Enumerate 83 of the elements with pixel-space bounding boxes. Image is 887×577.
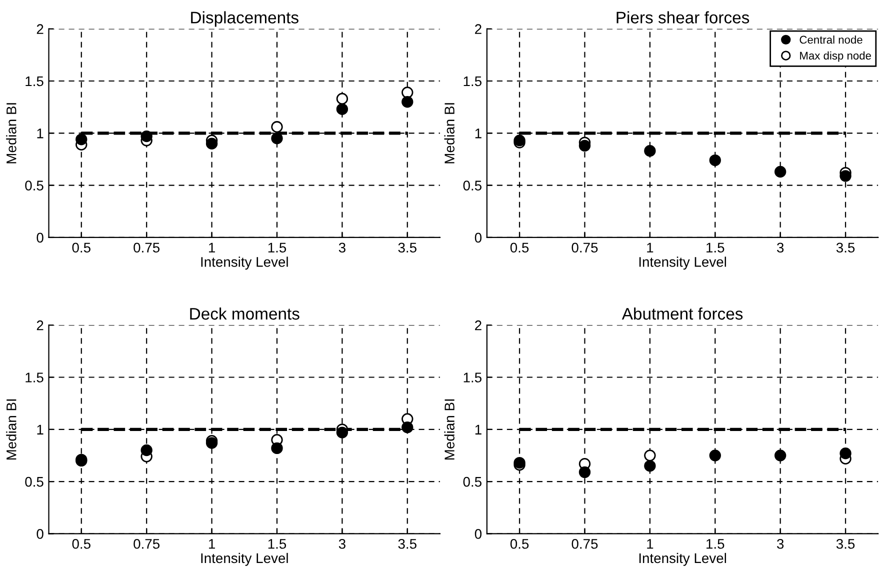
x-tick-label: 1.5 bbox=[268, 539, 286, 549]
y-tick-label: 1 bbox=[37, 424, 44, 434]
point bbox=[140, 130, 152, 142]
x-tick-label: 3.5 bbox=[398, 242, 416, 253]
point bbox=[644, 460, 656, 472]
y-tick-label: 0.5 bbox=[25, 180, 44, 190]
x-tick-label: 1.5 bbox=[268, 242, 286, 253]
x-tick-label: 3 bbox=[338, 538, 346, 549]
point bbox=[774, 166, 786, 178]
x-tick-label: 0.75 bbox=[572, 242, 598, 253]
y-tick-label: 1 bbox=[475, 424, 482, 434]
y-tick-label: 1.5 bbox=[464, 76, 482, 86]
x-axis-title: Intensity Level bbox=[201, 256, 288, 270]
x-tick-label: 1 bbox=[208, 539, 215, 549]
point bbox=[578, 140, 591, 152]
x-tick-label: 1.5 bbox=[706, 242, 724, 253]
point bbox=[514, 456, 526, 469]
point bbox=[336, 426, 348, 438]
y-tick-label: 1.5 bbox=[26, 372, 44, 382]
point bbox=[76, 134, 88, 146]
x-tick-label: 0.5 bbox=[72, 538, 90, 549]
x-tick-label: 0.75 bbox=[134, 242, 160, 253]
x-tick-label: 1 bbox=[647, 539, 654, 549]
x-tick-label: 1 bbox=[208, 242, 215, 252]
x-tick-label: 3.5 bbox=[398, 538, 416, 549]
x-tick-label: 1 bbox=[647, 242, 654, 252]
point bbox=[271, 121, 283, 133]
chart-title: Abutment forces bbox=[622, 307, 743, 320]
x-tick-label: 0.5 bbox=[510, 538, 529, 549]
y-axis-title: Median BI bbox=[444, 103, 454, 164]
x-tick-label: 0.5 bbox=[72, 242, 90, 253]
y-axis-title: Median BI bbox=[444, 399, 454, 460]
y-tick-label: 2 bbox=[36, 320, 44, 330]
y-tick-label: 0.5 bbox=[463, 180, 482, 190]
legend-label: Central node bbox=[800, 36, 862, 44]
y-tick-label: 1.5 bbox=[26, 76, 44, 86]
y-tick-label: 0 bbox=[36, 529, 44, 539]
x-tick-label: 3 bbox=[338, 242, 346, 253]
y-tick-label: 1 bbox=[37, 128, 44, 138]
chart-title: Displacements bbox=[191, 11, 298, 27]
x-axis-title: Intensity Level bbox=[639, 256, 726, 270]
point bbox=[402, 421, 414, 434]
y-tick-label: 0 bbox=[474, 529, 482, 539]
x-tick-label: 1.5 bbox=[706, 539, 724, 549]
legend-label: Max disp node bbox=[800, 51, 871, 62]
chart-title: Piers shear forces bbox=[616, 11, 750, 24]
point bbox=[271, 442, 283, 454]
x-axis-title: Intensity Level bbox=[201, 552, 288, 566]
point bbox=[206, 138, 218, 150]
point bbox=[774, 450, 786, 462]
point bbox=[336, 92, 348, 105]
x-tick-label: 3 bbox=[777, 538, 784, 549]
y-tick-label: 1 bbox=[475, 128, 482, 138]
point bbox=[840, 448, 852, 460]
y-tick-label: 2 bbox=[475, 320, 482, 330]
x-tick-label: 3.5 bbox=[836, 538, 855, 549]
y-tick-label: 2 bbox=[36, 24, 44, 34]
y-tick-label: 2 bbox=[475, 24, 482, 34]
point bbox=[271, 132, 283, 144]
point bbox=[709, 450, 721, 462]
x-tick-label: 3.5 bbox=[836, 242, 855, 253]
point bbox=[402, 96, 414, 108]
y-tick-label: 0 bbox=[36, 232, 44, 243]
x-axis-title: Intensity Level bbox=[639, 552, 726, 566]
point bbox=[336, 103, 348, 116]
point bbox=[644, 450, 656, 462]
chart-title: Deck moments bbox=[190, 307, 300, 320]
point bbox=[840, 170, 852, 182]
point bbox=[644, 145, 656, 157]
point bbox=[578, 466, 591, 478]
y-tick-label: 0.5 bbox=[25, 476, 44, 487]
x-tick-label: 0.75 bbox=[572, 538, 598, 549]
y-tick-label: 1.5 bbox=[464, 372, 482, 382]
point bbox=[402, 86, 414, 98]
y-tick-label: 0.5 bbox=[463, 476, 482, 487]
point bbox=[140, 444, 152, 456]
point bbox=[709, 154, 721, 166]
y-tick-label: 0 bbox=[474, 232, 482, 243]
x-tick-label: 3 bbox=[777, 242, 784, 253]
y-axis-title: Median BI bbox=[6, 103, 16, 164]
y-axis-title: Median BI bbox=[6, 399, 16, 460]
x-tick-label: 0.5 bbox=[510, 242, 529, 253]
x-tick-label: 0.75 bbox=[134, 538, 160, 549]
